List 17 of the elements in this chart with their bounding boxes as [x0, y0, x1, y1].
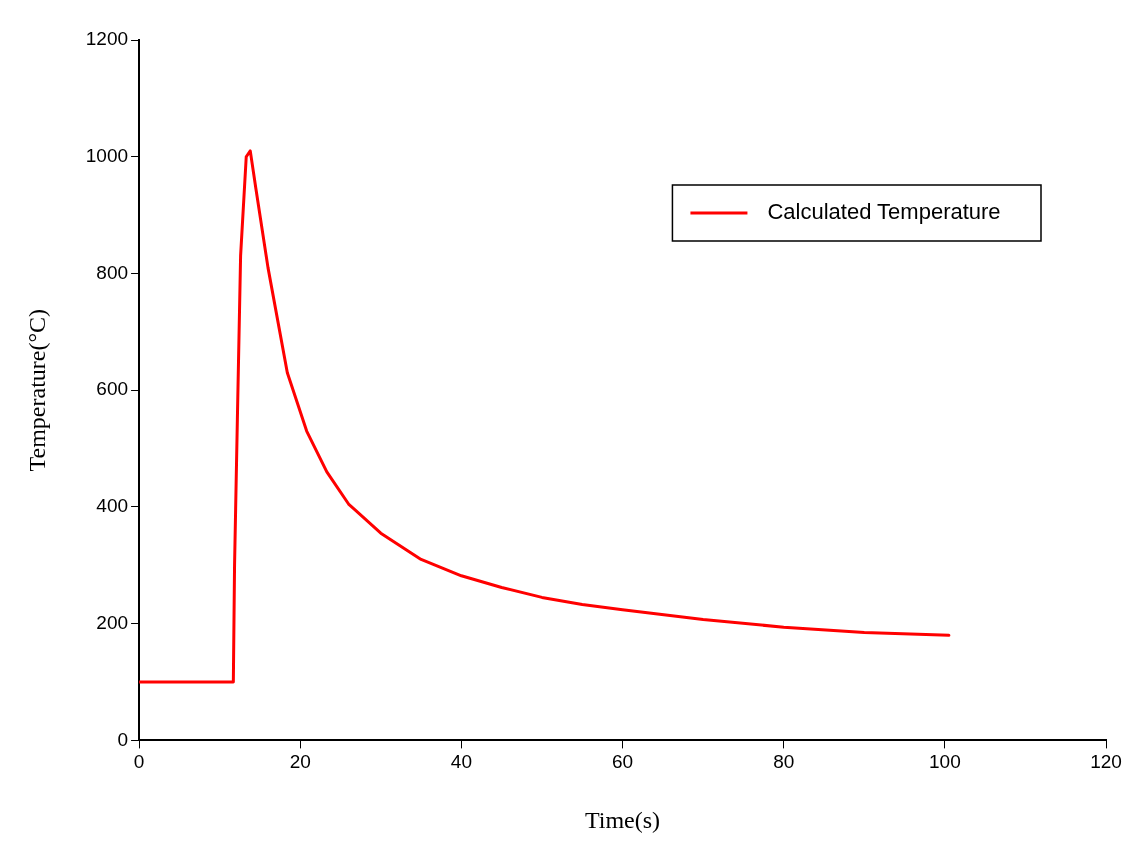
y-tick-label: 0: [117, 728, 129, 750]
x-tick-label: 100: [928, 751, 961, 773]
x-tick-label: 80: [773, 751, 795, 773]
y-tick-label: 200: [96, 611, 129, 633]
x-axis-title: Time(s): [584, 806, 661, 833]
y-tick-label: 1000: [85, 144, 129, 166]
x-tick-label: 120: [1090, 751, 1122, 773]
y-tick-label: 1200: [85, 28, 129, 50]
x-tick-label: 60: [611, 751, 634, 773]
legend-label: Calculated Temperature: [767, 199, 1001, 225]
x-tick-label: 0: [133, 751, 145, 773]
x-tick-label: 40: [450, 751, 472, 773]
y-tick-label: 600: [96, 378, 129, 400]
y-tick-label: 400: [96, 495, 129, 517]
y-tick-label: 800: [96, 261, 129, 283]
y-axis-title: Temperature(°C): [23, 308, 50, 472]
x-tick-label: 20: [289, 751, 311, 773]
